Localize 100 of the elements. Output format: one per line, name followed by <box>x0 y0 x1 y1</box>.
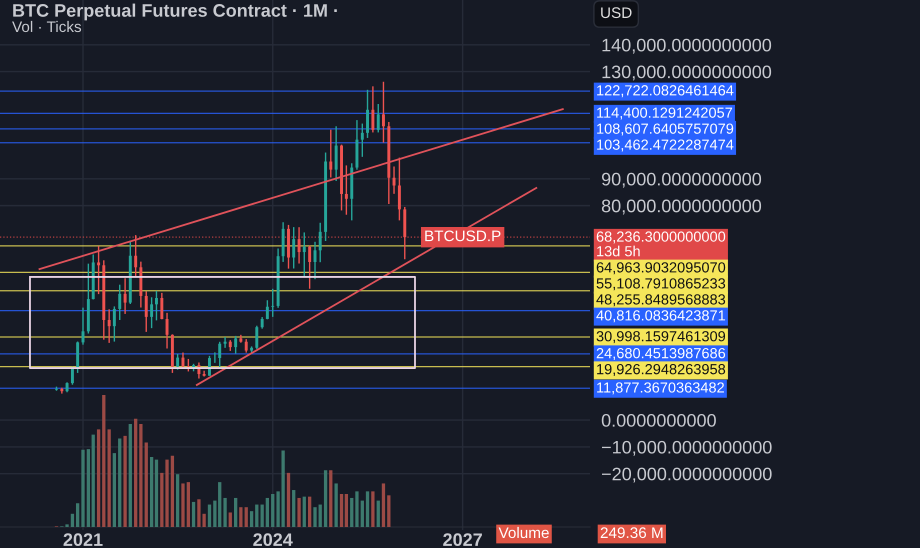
bar <box>255 504 258 527</box>
candlestick <box>392 166 396 195</box>
text: 249.36 M <box>600 527 662 538</box>
candlestick <box>160 292 164 320</box>
candlestick <box>292 226 296 270</box>
ref-line-label: 103,462.4722287474 <box>597 139 734 152</box>
bar <box>108 429 111 527</box>
x-tick-label: 2027 <box>443 533 482 546</box>
bar <box>160 472 164 527</box>
candlestick <box>360 122 364 158</box>
candlestick <box>108 308 111 344</box>
ref-line-label: 40,816.0836423871 <box>596 310 726 322</box>
candlestick <box>260 316 264 330</box>
text: Vol · Ticks <box>12 20 82 32</box>
bar <box>128 424 132 527</box>
candlestick <box>70 366 74 386</box>
candlestick <box>176 353 180 370</box>
candlestick <box>112 306 116 342</box>
candlestick <box>228 339 232 352</box>
bar <box>81 450 85 527</box>
bar <box>376 500 380 527</box>
bar <box>118 438 122 527</box>
bar <box>250 511 254 527</box>
bar <box>234 498 238 527</box>
bar <box>350 498 354 527</box>
annotation: BTCUSD.P <box>425 230 500 242</box>
bar <box>202 514 206 527</box>
bar <box>228 512 232 527</box>
candlestick <box>382 81 385 144</box>
y-tick-label: 0.0000000000 <box>602 414 716 427</box>
bar <box>208 504 212 527</box>
candlestick <box>344 164 348 216</box>
bar <box>329 470 332 527</box>
bar <box>76 503 80 527</box>
x-tick-label: 2021 <box>64 533 103 546</box>
y-tick-label: −20,000.0000000000 <box>602 468 772 483</box>
bar <box>387 495 390 527</box>
bar <box>313 507 317 527</box>
bar <box>165 460 169 527</box>
chart-title: BTC Perpetual Futures Contract · 1M · <box>13 4 337 20</box>
ref-line-label: 19,926.2948263958 <box>597 364 726 376</box>
bar <box>355 491 359 527</box>
bar <box>123 436 127 527</box>
text: USD <box>601 7 632 18</box>
bar <box>197 499 201 527</box>
ref-line-label: 68,236.3000000000 13d 5h <box>596 231 726 256</box>
x-tick-label: 2024 <box>253 533 293 546</box>
y-tick-label: 90,000.0000000000 <box>602 172 762 188</box>
ref-line-label: 30,998.1597461309 <box>596 331 726 344</box>
candlestick <box>314 241 316 280</box>
ref-line-label: 64,963.9032095070 <box>596 262 726 274</box>
candlestick <box>298 226 301 264</box>
bar <box>239 507 242 527</box>
ref-line-label: 55,108.7910865233 <box>596 278 726 290</box>
ref-line-label: 24,680.4513987686 <box>596 348 726 360</box>
bar <box>324 470 328 527</box>
ref-line-label: 48,255.8489568883 <box>596 294 726 306</box>
candlestick <box>218 341 222 368</box>
bar <box>96 429 100 527</box>
bar <box>371 491 375 527</box>
bar <box>170 456 174 527</box>
y-tick-label: 140,000.0000000000 <box>602 38 772 54</box>
y-tick-label: 80,000.0000000000 <box>602 200 762 214</box>
bar <box>382 483 386 527</box>
bar <box>360 500 364 527</box>
candlestick <box>224 336 227 349</box>
candlestick <box>150 296 154 329</box>
bar <box>70 514 74 527</box>
ref-line-label: 114,400.1291242057 <box>597 107 732 120</box>
candlestick <box>371 86 374 134</box>
bar <box>302 496 306 527</box>
bar <box>192 502 196 527</box>
candlestick <box>97 245 100 295</box>
bar <box>308 496 312 527</box>
candlestick <box>182 352 184 368</box>
bar <box>244 507 248 527</box>
candlestick <box>154 290 158 322</box>
candlestick <box>318 222 322 263</box>
bar <box>186 482 190 527</box>
candlestick <box>134 234 138 278</box>
candlestick <box>124 278 127 315</box>
y-tick-label: −10,000.0000000000 <box>602 440 772 456</box>
candlestick <box>82 306 84 346</box>
bar <box>286 472 290 527</box>
ref-line-label: 108,607.6405757079 <box>597 123 734 136</box>
bar <box>223 498 227 527</box>
bar <box>102 395 106 527</box>
candlestick <box>366 89 369 139</box>
bar <box>297 498 301 527</box>
y-tick-label: 130,000.0000000000 <box>602 66 772 80</box>
bar <box>271 494 274 527</box>
bar <box>181 483 185 527</box>
ref-line-label: 122,722.0826461464 <box>597 85 734 98</box>
candlestick <box>66 382 69 393</box>
bar <box>112 453 116 527</box>
candlestick <box>255 325 258 350</box>
ref-line-label: 11,877.3670363482 <box>597 382 724 394</box>
bar <box>318 504 322 527</box>
candlestick <box>329 129 332 178</box>
candlestick <box>398 156 401 222</box>
